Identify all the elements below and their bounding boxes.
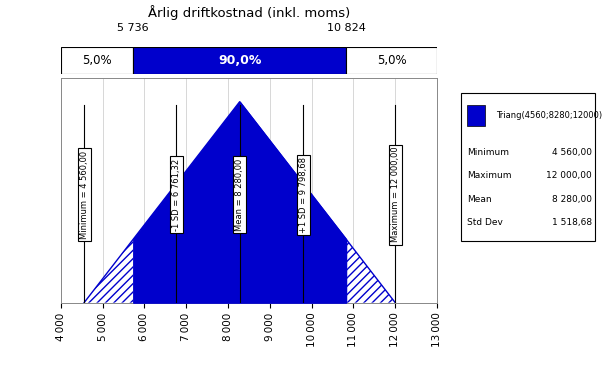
Text: Mean = 8 280,00: Mean = 8 280,00 [235, 158, 244, 231]
Bar [61, 47, 134, 74]
Bar [134, 47, 346, 74]
Text: 5,0%: 5,0% [377, 54, 406, 67]
Text: -1 SD = 6 761,32: -1 SD = 6 761,32 [172, 159, 181, 231]
Text: Mean: Mean [467, 195, 491, 204]
Text: 5 736: 5 736 [118, 23, 149, 33]
Text: 8 280,00: 8 280,00 [552, 195, 592, 204]
Text: Maximum = 12 000,00: Maximum = 12 000,00 [391, 147, 400, 242]
Bar [467, 105, 486, 126]
Text: Maximum: Maximum [467, 171, 511, 180]
Text: 12 000,00: 12 000,00 [546, 171, 592, 180]
Text: Minimum = 4 560,00: Minimum = 4 560,00 [80, 151, 89, 239]
Text: 4 560,00: 4 560,00 [552, 147, 592, 157]
Text: 10 824: 10 824 [327, 23, 365, 33]
Text: 5,0%: 5,0% [82, 54, 112, 67]
Text: Triang(4560;8280;12000): Triang(4560;8280;12000) [496, 111, 602, 120]
Text: Minimum: Minimum [467, 147, 509, 157]
Bar [346, 47, 437, 74]
Text: +1 SD = 9 798,68: +1 SD = 9 798,68 [299, 157, 308, 233]
Text: Årlig driftkostnad (inkl. moms): Årlig driftkostnad (inkl. moms) [148, 5, 350, 20]
Text: Std Dev: Std Dev [467, 218, 503, 227]
Text: 1 518,68: 1 518,68 [552, 218, 592, 227]
Text: 90,0%: 90,0% [218, 54, 262, 67]
